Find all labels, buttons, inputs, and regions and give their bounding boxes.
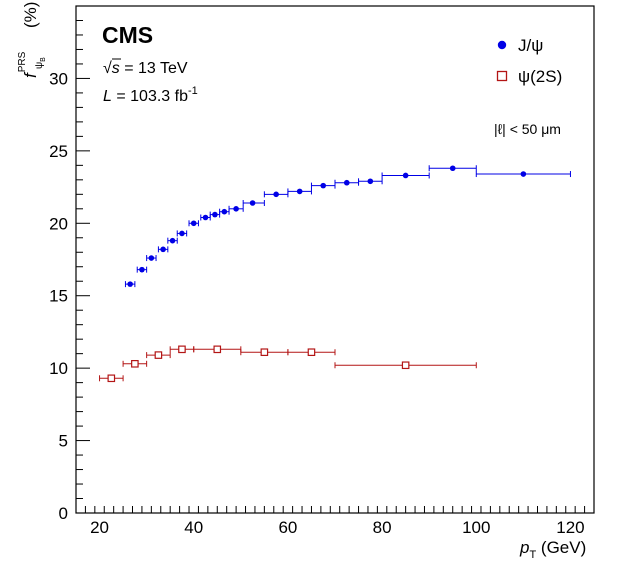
legend-label-psi2s: ψ(2S) [518, 67, 562, 86]
data-point [343, 179, 350, 186]
chart-marks [99, 165, 571, 383]
legend-label-jpsi: J/ψ [518, 36, 543, 55]
svg-text:ψB: ψB [34, 57, 47, 69]
luminosity-annotation: L = 103.3 fb-1 [103, 85, 198, 105]
x-axis-unit: (GeV) [536, 538, 586, 557]
data-point [367, 178, 374, 185]
data-point [221, 208, 228, 215]
y-tick-label: 10 [49, 359, 68, 378]
data-point [178, 345, 186, 354]
data-point [449, 165, 456, 172]
y-tick-label: 20 [49, 214, 68, 233]
data-point [202, 214, 209, 221]
chart-title: CMS [102, 22, 153, 48]
energy-annotation: √s = 13 TeV [103, 60, 188, 77]
data-point [307, 348, 316, 357]
data-point [190, 220, 197, 227]
decay-length-cut: |ℓ| < 50 μm [494, 121, 561, 137]
data-point [296, 188, 303, 195]
series-jpsi [124, 165, 571, 288]
plot-frame [75, 5, 595, 514]
data-point [260, 348, 269, 357]
y-tick-label: 30 [49, 69, 68, 88]
x-tick-label: 20 [90, 518, 109, 537]
y-axis-sub: ψ [34, 62, 45, 69]
data-point [154, 351, 163, 359]
data-point [212, 211, 218, 218]
data-point [213, 345, 222, 354]
svg-text:fPRS: fPRS [17, 51, 40, 78]
data-point [273, 191, 279, 198]
y-axis-var: f [21, 71, 40, 78]
axis-ticks: 20 40 60 80 100 120 0 5 10 15 20 25 30 [49, 5, 595, 537]
y-tick-label: 0 [59, 504, 68, 523]
data-point [320, 182, 327, 189]
y-tick-label: 25 [49, 142, 68, 161]
lumi-symbol: L [103, 88, 112, 105]
legend: J/ψ ψ(2S) [496, 36, 562, 86]
series-psi2s [99, 345, 477, 383]
lumi-exponent: -1 [188, 85, 198, 97]
legend-marker-jpsi [497, 40, 507, 50]
data-point [127, 281, 133, 287]
data-point [169, 237, 176, 244]
y-axis-unit: (%) [21, 2, 40, 28]
x-tick-label: 80 [373, 518, 392, 537]
data-point [520, 171, 527, 177]
x-tick-label: 100 [462, 518, 490, 537]
data-point [402, 172, 409, 179]
data-point [179, 230, 185, 237]
y-tick-label: 15 [49, 287, 68, 306]
x-tick-label: 40 [184, 518, 203, 537]
x-axis-title: pT (GeV) [519, 538, 586, 561]
y-axis-subsub: B [40, 57, 47, 62]
x-tick-label: 120 [556, 518, 584, 537]
x-axis-sub: T [529, 549, 536, 561]
data-point [139, 266, 145, 273]
y-axis-title: fPRS ψB (%) [17, 2, 47, 78]
x-tick-label: 60 [278, 518, 297, 537]
data-point [249, 200, 256, 206]
x-axis-var: p [519, 538, 529, 557]
data-point [131, 359, 139, 368]
sqrt-s-value: = 13 TeV [120, 60, 188, 77]
lumi-value: = 103.3 fb [112, 88, 188, 105]
data-point [233, 206, 239, 212]
data-point [401, 361, 410, 370]
y-axis-sup: PRS [17, 51, 28, 72]
y-tick-label: 5 [59, 432, 68, 451]
data-point [107, 374, 116, 383]
data-point [160, 246, 166, 253]
sqrt-s-symbol: √s [103, 60, 120, 77]
legend-marker-psi2s [496, 70, 508, 82]
data-point [148, 255, 155, 261]
